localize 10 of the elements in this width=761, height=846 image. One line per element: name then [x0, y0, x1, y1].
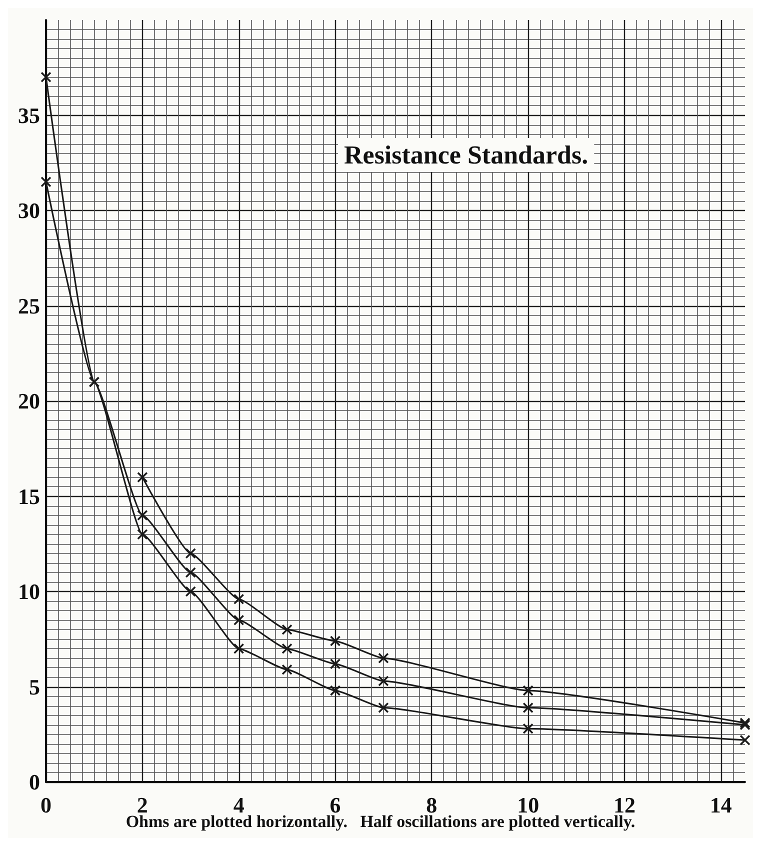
y-tick-label: 30	[18, 198, 40, 223]
text: Resistance Standards.	[344, 140, 588, 170]
y-tick-label: 20	[18, 388, 40, 414]
y-tick-label: 0	[29, 770, 40, 794]
x-tick-label: 14	[710, 792, 732, 818]
y-tick-label: 5	[29, 674, 40, 700]
y-tick-label: 25	[18, 293, 40, 318]
y-tick-label: 35	[18, 102, 40, 128]
y-tick-label: 10	[18, 579, 40, 604]
y-tick-label: 15	[18, 484, 40, 509]
